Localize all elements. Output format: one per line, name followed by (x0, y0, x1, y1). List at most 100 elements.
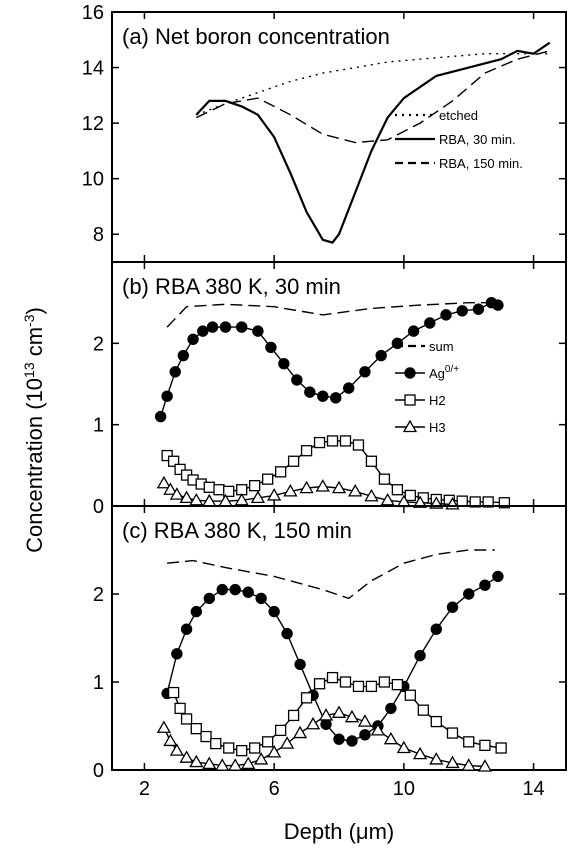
data-point-h2 (167, 686, 180, 699)
series-line-etched (196, 53, 550, 116)
data-point-ag (203, 592, 215, 605)
data-point-ag (161, 390, 173, 402)
data-point-h2 (391, 484, 404, 496)
legend-marker-h3 (402, 419, 418, 433)
x-tick-label: 10 (393, 778, 415, 800)
data-point-h3 (429, 752, 444, 765)
data-point-h2 (262, 736, 274, 748)
legend-label-sum: sum (429, 339, 454, 354)
data-point-h3 (380, 492, 395, 506)
panel-frame (111, 505, 567, 771)
x-tick-label: 14 (522, 778, 544, 800)
data-point-h3 (215, 758, 230, 771)
data-point-h2 (274, 724, 287, 737)
panel-b: 0 1 2 (b) RBA 380 K, 30 min sum Ag0/+ H2 H3 (93, 261, 567, 518)
data-point-ag (242, 586, 254, 598)
data-point-ag (479, 579, 491, 591)
data-point-h2 (190, 722, 202, 735)
data-point-ag (206, 321, 219, 333)
data-point-h3 (283, 484, 298, 497)
legend-marker-h2 (404, 394, 416, 406)
y-tick-label: 12 (82, 113, 104, 135)
data-point-h2 (498, 497, 511, 509)
data-point-ag (317, 390, 329, 402)
data-point-ag (236, 321, 248, 333)
data-point-h2 (300, 692, 313, 704)
y-axis-title-close: ) (22, 307, 47, 314)
panel-title: (c) RBA 380 K, 150 min (122, 518, 352, 543)
series-line-sum (167, 549, 495, 600)
y-axis-title-unit-exp: -3 (21, 314, 37, 327)
data-point-h2 (249, 742, 261, 754)
data-point-ag (255, 592, 267, 605)
data-point-h3 (250, 490, 266, 504)
data-point-h3 (383, 731, 399, 745)
data-point-ag (446, 601, 459, 613)
data-point-h3 (331, 705, 347, 718)
data-point-h2 (365, 455, 378, 467)
data-point-h3 (396, 740, 411, 754)
series-line-rba-150-min- (195, 50, 550, 144)
data-point-ag (359, 366, 371, 378)
data-point-ag (219, 321, 232, 333)
data-point-ag (440, 309, 452, 321)
data-point-h2 (430, 715, 442, 728)
data-point-h2 (456, 495, 468, 507)
data-point-h3 (412, 746, 428, 760)
data-point-h3 (344, 709, 360, 723)
y-axis-title-unit: cm (22, 327, 47, 362)
data-point-ag (492, 299, 504, 311)
data-point-ag (456, 305, 468, 317)
data-point-ag (268, 605, 280, 618)
legend-label-ag: Ag0/+ (429, 364, 459, 381)
data-point-h2 (174, 702, 186, 715)
data-point-h2 (161, 449, 173, 462)
x-axis-title: Depth (μm) (284, 819, 394, 844)
data-point-ag (463, 588, 475, 600)
data-point-ag (291, 374, 303, 386)
data-point-h2 (404, 489, 416, 502)
data-point-ag (180, 623, 193, 635)
data-point-h3 (461, 758, 476, 771)
data-point-h3 (364, 488, 379, 502)
data-point-ag (343, 382, 355, 394)
data-point-h3 (299, 480, 314, 494)
series-line-sum (166, 302, 495, 328)
data-point-h2 (174, 463, 186, 476)
data-point-h3 (370, 723, 386, 736)
data-point-h3 (156, 720, 172, 733)
data-point-ag (430, 623, 442, 635)
data-point-h2 (203, 481, 215, 493)
data-point-h3 (156, 475, 172, 489)
data-point-h2 (249, 480, 261, 492)
y-tick-label: 10 (82, 169, 104, 191)
data-point-h3 (412, 495, 428, 508)
data-point-h3 (189, 754, 204, 768)
data-point-h3 (267, 745, 282, 758)
data-point-h3 (331, 480, 347, 494)
data-point-ag (346, 735, 358, 747)
data-point-h2 (287, 455, 300, 467)
data-point-ag (265, 341, 277, 354)
data-point-ag (154, 410, 167, 423)
data-point-h3 (228, 758, 243, 771)
series-line-rba-30-min- (195, 41, 551, 244)
data-point-ag (330, 392, 342, 404)
data-point-h2 (378, 676, 391, 688)
legend-label-h3: H3 (429, 420, 446, 435)
data-point-h3 (169, 487, 184, 500)
data-point-h3 (357, 714, 373, 727)
data-point-ag (187, 333, 199, 345)
x-tick-label: 2 (139, 778, 150, 800)
data-point-ag (229, 583, 241, 596)
data-point-ag (407, 325, 420, 337)
data-point-h2 (326, 671, 339, 684)
legend-label-h2: H2 (429, 393, 446, 408)
legend-label-rba-150-min-: RBA, 150 min. (439, 156, 523, 171)
data-point-h2 (479, 739, 491, 752)
y-tick-label: 0 (93, 760, 104, 782)
data-point-h3 (189, 492, 204, 506)
data-point-ag (281, 627, 293, 640)
y-tick-label: 8 (93, 224, 104, 246)
